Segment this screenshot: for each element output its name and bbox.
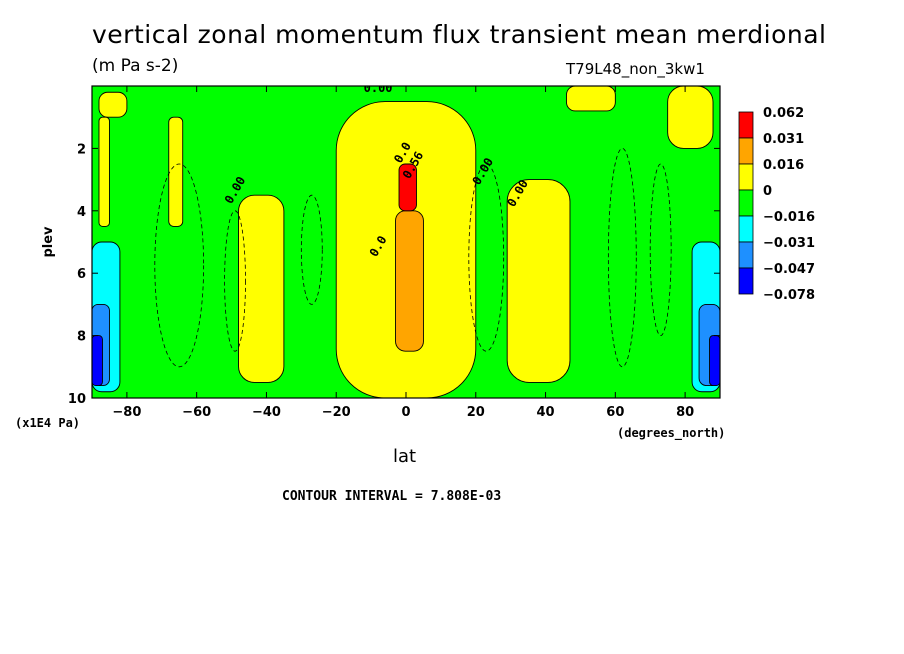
x-axis-label: lat (393, 446, 417, 467)
contour-label-0: 0.00 (364, 81, 393, 95)
x-tick-label-0: −80 (112, 405, 141, 420)
colorbar-label-3: 0 (763, 184, 772, 199)
contour-region-7 (506, 179, 571, 383)
contour-region-15 (709, 335, 720, 386)
x-tick-label-4: 0 (401, 405, 410, 420)
colorbar-swatch-6 (738, 267, 754, 295)
negative-contour-1 (224, 210, 246, 352)
negative-contour-2 (300, 194, 323, 305)
colorbar-label-4: −0.016 (763, 210, 815, 225)
chart-title: vertical zonal momentum flux transient m… (92, 20, 827, 49)
negative-contour-4 (607, 148, 637, 368)
contour-region-9 (667, 86, 714, 149)
x-tick-label-1: −60 (182, 405, 211, 420)
x-tick-label-8: 80 (676, 405, 694, 420)
colorbar-swatch-3 (738, 189, 754, 217)
contour-region-5 (395, 210, 424, 352)
y-tick-label-2: 6 (77, 267, 86, 282)
contour-region-12 (92, 335, 103, 386)
y-axis-label: plev (41, 226, 56, 258)
contour-region-2 (168, 116, 184, 227)
contour-region-3 (238, 194, 285, 383)
contour-region-8 (566, 86, 616, 112)
contour-plot: 0.000.000.00.000.000.00.56 (92, 81, 720, 398)
colorbar-label-2: 0.016 (763, 158, 804, 173)
colorbar-label-0: 0.062 (763, 106, 804, 121)
axes: −80 −60 −40 −20 0 20 40 60 80 2 4 6 8 10 (68, 86, 720, 420)
x-tick-label-3: −20 (322, 405, 351, 420)
negative-contour-3 (468, 163, 505, 352)
contour-interval: CONTOUR INTERVAL = 7.808E-03 (282, 489, 502, 504)
x-tick-label-7: 60 (606, 405, 624, 420)
y-tick-label-3: 8 (77, 330, 86, 345)
contour-region-0 (98, 91, 128, 118)
negative-contour-0 (154, 163, 205, 368)
x-tick-label-2: −40 (252, 405, 281, 420)
colorbar: 0.062 0.031 0.016 0 −0.016 −0.031 −0.047 −0.078 (738, 106, 815, 303)
colorbar-label-1: 0.031 (763, 132, 804, 147)
units-label: (m Pa s-2) (92, 56, 179, 76)
y-tick-label-0: 2 (77, 142, 86, 157)
colorbar-swatch-5 (738, 241, 754, 269)
colorbar-label-5: −0.031 (763, 236, 815, 251)
x-axis-unit: (degrees_north) (617, 426, 726, 440)
y-tick-label-4: 10 (68, 392, 86, 407)
contour-region-1 (98, 116, 110, 227)
y-axis-unit: (x1E4 Pa) (15, 416, 81, 430)
y-tick-label-1: 4 (77, 205, 86, 220)
colorbar-swatch-0 (738, 111, 754, 139)
run-label: T79L48_non_3kw1 (566, 60, 705, 78)
colorbar-label-6: −0.047 (763, 262, 815, 277)
negative-contour-5 (649, 163, 672, 337)
contour-region-6 (398, 163, 417, 212)
x-tick-label-5: 20 (467, 405, 485, 420)
x-tick-label-6: 40 (537, 405, 555, 420)
colorbar-swatch-4 (738, 215, 754, 243)
colorbar-label-7: −0.078 (763, 288, 815, 303)
colorbar-swatch-2 (738, 163, 754, 191)
colorbar-swatch-1 (738, 137, 754, 165)
